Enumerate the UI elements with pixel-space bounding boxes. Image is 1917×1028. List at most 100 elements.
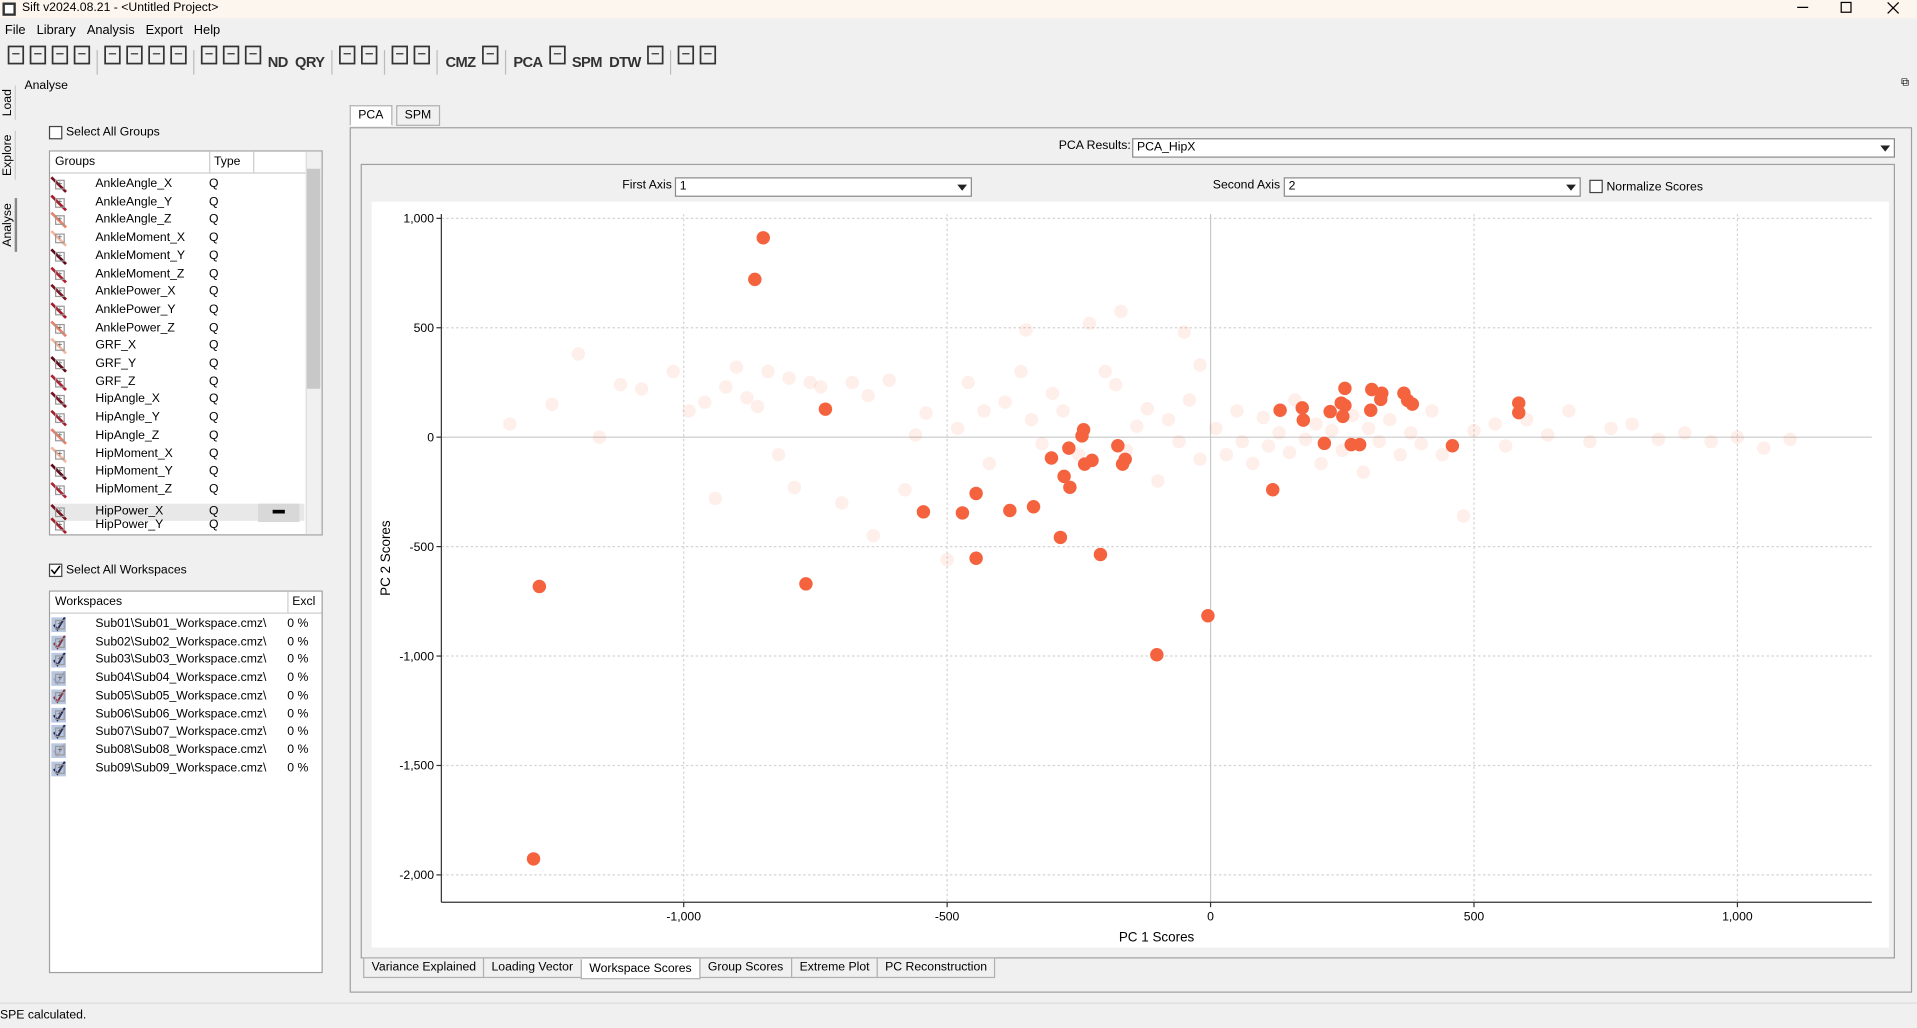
table-row[interactable]: + AnkleMoment_Z Q <box>50 266 304 284</box>
table-row[interactable]: + GRF_X Q <box>50 338 304 356</box>
table-row[interactable]: + HipPower_X Q <box>50 503 305 522</box>
column-header[interactable]: Groups <box>55 155 96 169</box>
expand-box[interactable]: + <box>55 745 65 756</box>
tool-icon[interactable] <box>167 44 189 66</box>
side-tab[interactable]: Explore <box>1 130 16 180</box>
row-button[interactable]: ▬ <box>257 503 300 523</box>
expand-box[interactable]: + <box>55 269 65 280</box>
tool-icon[interactable] <box>697 44 719 66</box>
table-row[interactable]: + HipMoment_Z Q <box>50 481 304 500</box>
tool-icon[interactable] <box>337 44 359 66</box>
tool-icon[interactable] <box>546 44 568 66</box>
normalize-scores[interactable]: Normalize Scores <box>1606 180 1703 195</box>
expand-box[interactable]: + <box>55 506 65 517</box>
expand-box[interactable]: + <box>55 521 65 531</box>
table-row[interactable]: + GRF_Z Q <box>50 373 304 392</box>
expand-box[interactable]: + <box>55 673 65 684</box>
tool-icon[interactable] <box>123 44 145 66</box>
select-all-workspaces[interactable]: Select All Workspaces <box>66 563 187 578</box>
table-row[interactable]: + Sub09\Sub09_Workspace.cmz\ 0 % <box>50 760 308 778</box>
tool-icon[interactable] <box>359 44 381 66</box>
tool-icon[interactable] <box>71 44 93 66</box>
table-row[interactable]: + Sub04\Sub04_Workspace.cmz\ 0 % <box>50 670 308 688</box>
tool-text[interactable]: SPM <box>571 54 603 72</box>
result-tab[interactable]: PC Reconstruction <box>876 957 996 979</box>
table-row[interactable]: + Sub08\Sub08_Workspace.cmz\ 0 % <box>50 742 308 760</box>
column-header[interactable]: Workspaces <box>55 595 123 609</box>
expand-box[interactable]: + <box>55 413 65 424</box>
table-row[interactable]: + AnklePower_Z Q <box>50 320 304 338</box>
checkbox[interactable] <box>48 125 63 140</box>
tool-icon[interactable] <box>145 44 167 66</box>
column-header[interactable]: Excl <box>287 591 315 613</box>
table-row[interactable]: + AnkleAngle_X Q <box>50 176 304 194</box>
tool-icon[interactable] <box>5 44 27 66</box>
tool-icon[interactable] <box>675 44 697 66</box>
expand-box[interactable]: + <box>55 233 65 244</box>
result-tab[interactable]: Workspace Scores <box>580 958 701 980</box>
tool-text[interactable]: DTW <box>609 54 641 72</box>
checkbox[interactable] <box>1589 179 1603 194</box>
expand-box[interactable]: + <box>55 287 65 298</box>
menu-item[interactable]: Export <box>145 23 183 38</box>
tool-text[interactable]: CMZ <box>445 54 477 72</box>
analysis-tab[interactable]: SPM <box>396 105 440 126</box>
table-row[interactable]: + AnklePower_X Q <box>50 284 304 302</box>
expand-box[interactable]: + <box>55 485 65 496</box>
expand-box[interactable]: + <box>55 251 65 262</box>
table-row[interactable]: + Sub07\Sub07_Workspace.cmz\ 0 % <box>50 724 308 742</box>
expand-box[interactable]: + <box>55 395 65 406</box>
second-axis-combo[interactable]: 2 <box>1283 177 1581 197</box>
tool-icon[interactable] <box>27 44 49 66</box>
column-header[interactable]: Type <box>209 151 240 173</box>
table-row[interactable]: + HipAngle_Y Q <box>50 409 304 428</box>
expand-box[interactable]: + <box>55 305 65 316</box>
tool-icon[interactable] <box>198 44 220 66</box>
table-row[interactable]: + Sub03\Sub03_Workspace.cmz\ 0 % <box>50 652 308 670</box>
expand-box[interactable]: + <box>55 449 65 460</box>
table-row[interactable]: + Sub01\Sub01_Workspace.cmz\ 0 % <box>50 616 308 634</box>
expand-box[interactable]: + <box>55 637 65 648</box>
expand-box[interactable]: + <box>55 359 65 370</box>
table-row[interactable]: + HipAngle_X Q <box>50 391 304 410</box>
expand-box[interactable]: + <box>55 341 65 352</box>
menu-item[interactable]: Analysis <box>86 23 135 38</box>
table-row[interactable]: + HipAngle_Z Q <box>50 427 304 446</box>
side-tab[interactable]: Analyse <box>1 198 18 252</box>
expand-box[interactable]: + <box>55 691 65 702</box>
menu-item[interactable]: File <box>4 23 26 38</box>
expand-box[interactable]: + <box>55 763 65 774</box>
checkbox-checked[interactable] <box>48 563 63 578</box>
tool-icon[interactable] <box>644 44 666 66</box>
expand-box[interactable]: + <box>55 377 65 388</box>
table-row[interactable]: + Sub05\Sub05_Workspace.cmz\ 0 % <box>50 688 308 706</box>
table-row[interactable]: + Sub02\Sub02_Workspace.cmz\ 0 % <box>50 634 308 652</box>
table-row[interactable]: + AnkleAngle_Z Q <box>50 212 304 230</box>
table-row[interactable]: + AnkleMoment_X Q <box>50 230 304 248</box>
table-row[interactable]: + HipMoment_X Q <box>50 445 304 464</box>
tool-icon[interactable] <box>220 44 242 66</box>
result-tab[interactable]: Group Scores <box>699 957 792 979</box>
tool-icon[interactable] <box>49 44 71 66</box>
expand-box[interactable]: + <box>55 215 65 226</box>
select-all-groups[interactable]: Select All Groups <box>66 125 160 140</box>
menu-item[interactable]: Help <box>193 23 221 38</box>
side-tab[interactable]: Load <box>1 85 16 120</box>
pca-results-combo[interactable]: PCA_HipX <box>1132 138 1895 158</box>
result-tab[interactable]: Loading Vector <box>482 957 582 979</box>
table-row[interactable]: + AnkleMoment_Y Q <box>50 248 304 266</box>
tool-text[interactable]: PCA <box>513 54 543 72</box>
expand-box[interactable]: + <box>55 431 65 442</box>
menu-item[interactable]: Library <box>36 23 76 38</box>
float-button[interactable]: ⧉ <box>1901 75 1909 89</box>
result-tab[interactable]: Extreme Plot <box>791 957 879 979</box>
analysis-tab[interactable]: PCA <box>349 105 392 126</box>
table-row[interactable]: + HipPower_Y Q <box>50 517 304 535</box>
tool-text[interactable]: ND <box>267 54 289 72</box>
expand-box[interactable]: + <box>55 323 65 334</box>
table-row[interactable]: + AnkleAngle_Y Q <box>50 194 304 212</box>
expand-box[interactable]: + <box>55 727 65 738</box>
window-controls[interactable] <box>1785 0 1917 17</box>
expand-box[interactable]: + <box>55 709 65 720</box>
scroll-thumb[interactable] <box>306 168 321 389</box>
